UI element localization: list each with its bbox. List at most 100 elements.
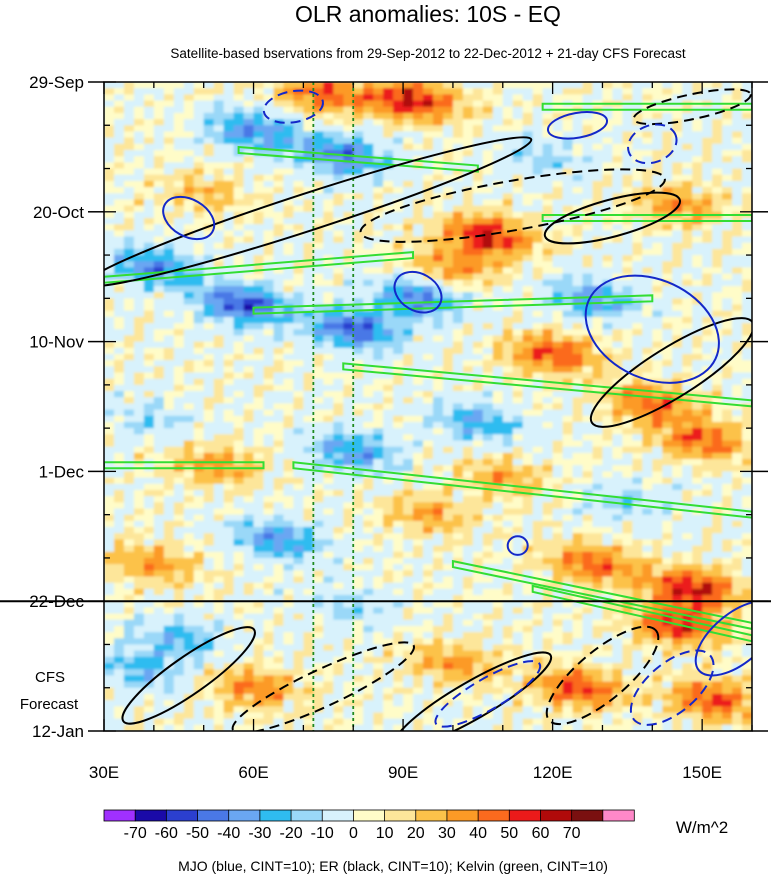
field-cell <box>492 211 504 219</box>
field-cell <box>452 409 464 417</box>
field-cell <box>423 551 434 559</box>
field-cell <box>562 347 574 355</box>
field-cell <box>572 248 584 256</box>
field-cell <box>682 378 693 386</box>
field-cell <box>462 180 474 188</box>
field-cell <box>173 119 185 126</box>
field-cell <box>273 316 285 324</box>
field-cell <box>462 248 474 256</box>
field-cell <box>303 397 314 404</box>
field-cell <box>104 125 115 133</box>
field-cell <box>552 329 564 336</box>
field-cell <box>153 248 165 256</box>
field-cell <box>353 514 364 522</box>
field-cell <box>472 391 484 398</box>
field-cell <box>393 360 404 367</box>
field-cell <box>183 316 195 324</box>
field-cell <box>612 279 623 287</box>
field-cell <box>632 545 643 553</box>
field-cell <box>712 205 723 213</box>
field-cell <box>433 366 444 374</box>
field-cell <box>283 508 294 516</box>
field-cell <box>652 471 663 479</box>
field-cell <box>622 88 633 95</box>
field-cell <box>303 218 314 225</box>
field-cell <box>562 545 574 553</box>
field-cell <box>413 496 424 503</box>
field-cell <box>502 218 514 225</box>
field-cell <box>313 477 324 485</box>
field-cell <box>123 508 135 516</box>
field-cell <box>552 397 564 404</box>
field-cell <box>143 391 155 398</box>
field-cell <box>722 397 733 404</box>
field-cell <box>193 267 205 275</box>
field-cell <box>104 477 115 485</box>
field-cell <box>123 483 135 491</box>
field-cell <box>193 477 205 485</box>
field-cell <box>123 527 135 534</box>
field-cell <box>383 459 394 466</box>
field-cell <box>163 415 175 423</box>
field-cell <box>502 193 514 201</box>
field-cell <box>672 446 683 454</box>
field-cell <box>293 533 304 540</box>
field-cell <box>632 316 643 324</box>
field-cell <box>433 527 444 534</box>
field-cell <box>123 298 135 306</box>
field-cell <box>283 372 294 380</box>
field-cell <box>383 242 394 250</box>
field-cell <box>462 354 474 361</box>
field-cell <box>592 310 604 318</box>
field-cell <box>572 551 584 559</box>
field-cell <box>423 162 434 170</box>
field-cell <box>303 267 314 275</box>
field-cell <box>662 354 673 361</box>
field-cell <box>452 205 464 213</box>
field-cell <box>552 446 564 454</box>
field-cell <box>672 255 683 262</box>
field-cell <box>742 248 752 256</box>
field-cell <box>682 168 693 176</box>
field-cell <box>632 397 643 404</box>
field-cell <box>323 168 334 176</box>
field-cell <box>193 397 205 404</box>
field-cell <box>452 286 464 293</box>
field-cell <box>592 112 604 120</box>
field-cell <box>702 422 713 429</box>
field-cell <box>163 489 175 497</box>
field-cell <box>592 477 604 485</box>
field-cell <box>313 465 324 472</box>
field-cell <box>353 143 364 151</box>
field-cell <box>393 415 404 423</box>
field-cell <box>173 298 185 306</box>
field-cell <box>722 428 733 435</box>
field-cell <box>143 112 155 120</box>
field-cell <box>383 310 394 318</box>
field-cell <box>502 310 514 318</box>
field-cell <box>104 372 115 380</box>
field-cell <box>323 378 334 386</box>
field-cell <box>393 174 404 182</box>
field-cell <box>433 360 444 367</box>
field-cell <box>612 329 623 336</box>
field-cell <box>672 520 683 528</box>
field-cell <box>153 502 165 510</box>
field-cell <box>542 248 554 256</box>
field-cell <box>542 514 554 522</box>
field-cell <box>522 125 534 133</box>
field-cell <box>383 520 394 528</box>
field-cell <box>672 341 683 349</box>
field-cell <box>722 187 733 194</box>
field-cell <box>114 267 125 275</box>
field-cell <box>233 286 245 293</box>
field-cell <box>562 255 574 262</box>
field-cell <box>193 545 205 553</box>
field-cell <box>313 131 324 139</box>
field-cell <box>263 397 275 404</box>
field-cell <box>682 94 693 102</box>
field-cell <box>472 496 484 503</box>
field-cell <box>443 119 454 126</box>
field-cell <box>452 112 464 120</box>
field-cell <box>283 440 294 448</box>
